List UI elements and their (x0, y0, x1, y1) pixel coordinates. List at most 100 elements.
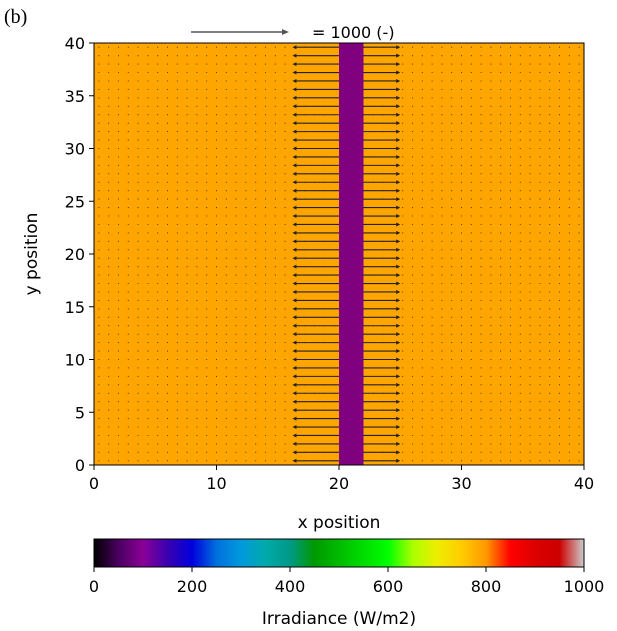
quiver-dot (549, 443, 551, 445)
quiver-dot (451, 409, 453, 411)
quiver-dot (176, 418, 178, 420)
quiver-dot (568, 198, 570, 200)
quiver-dot (578, 333, 580, 335)
quiver-dot (186, 71, 188, 74)
quiver-dot (206, 147, 208, 150)
quiver-dot (519, 434, 521, 437)
quiver-dot (578, 443, 580, 445)
quiver-dot (206, 198, 208, 200)
quiver-dot (98, 164, 100, 166)
quiver-dot (460, 426, 463, 428)
quiver-dot (225, 375, 227, 377)
quiver-dot (568, 173, 570, 175)
quiver-dot (98, 55, 100, 57)
quiver-dot (558, 460, 561, 462)
quiver-dot (108, 384, 110, 386)
quiver-dot (108, 409, 110, 411)
quiver-dot (509, 434, 512, 437)
quiver-dot (529, 105, 531, 107)
quiver-dot (441, 80, 443, 82)
quiver-dot (460, 443, 463, 445)
quiver-dot (98, 409, 100, 411)
quiver-dot (215, 249, 218, 251)
quiver-dot (235, 418, 237, 420)
quiver-dot (225, 333, 227, 335)
quiver-dot (519, 316, 521, 318)
quiver-dot (500, 367, 502, 369)
quiver-dot (98, 434, 100, 437)
quiver-dot (402, 257, 404, 259)
quiver-dot (235, 97, 237, 99)
quiver-dot (166, 299, 169, 301)
quiver-dot (206, 257, 208, 259)
quiver-dot (539, 173, 541, 175)
quiver-dot (480, 299, 482, 301)
quiver-dot (509, 333, 512, 335)
quiver-dot (166, 384, 169, 386)
quiver-dot (255, 114, 257, 116)
quiver-dot (549, 207, 551, 209)
x-axis-label: x position (298, 513, 381, 533)
quiver-dot (509, 249, 512, 251)
quiver-dot (460, 392, 463, 394)
quiver-dot (255, 232, 257, 234)
quiver-dot (147, 139, 149, 141)
quiver-dot (274, 223, 276, 226)
quiver-dot (460, 232, 463, 234)
quiver-dot (98, 232, 100, 234)
quiver-dot (490, 71, 492, 74)
quiver-dot (490, 409, 492, 411)
quiver-dot (206, 418, 208, 420)
quiver-dot (157, 291, 159, 293)
quiver-dot (225, 147, 227, 150)
quiver-dot (460, 257, 463, 259)
quiver-dot (215, 46, 218, 48)
quiver-arrowhead (396, 289, 401, 294)
quiver-arrowhead (292, 408, 297, 413)
quiver-dot (411, 434, 414, 437)
quiver-dot (245, 97, 247, 99)
quiver-dot (578, 63, 580, 65)
quiver-dot (558, 223, 561, 226)
quiver-dot (480, 105, 482, 107)
quiver-dot (147, 401, 149, 403)
quiver-arrowhead (396, 374, 401, 379)
quiver-dot (235, 173, 237, 175)
quiver-dot (421, 426, 423, 428)
quiver-dot (137, 97, 139, 99)
quiver-dot (166, 240, 169, 242)
quiver-dot (127, 80, 129, 82)
quiver-dot (166, 409, 169, 411)
quiver-dot (343, 367, 345, 369)
quiver-dot (539, 131, 541, 133)
quiver-dot (157, 257, 159, 259)
quiver-dot (578, 122, 580, 124)
quiver-dot (421, 434, 423, 437)
quiver-dot (451, 232, 453, 234)
quiver-dot (568, 282, 570, 285)
quiver-dot (460, 105, 463, 107)
quiver-dot (441, 147, 443, 150)
quiver-dot (196, 443, 198, 445)
quiver-arrowhead (292, 45, 297, 50)
quiver-dot (441, 342, 443, 344)
quiver-dot (166, 282, 169, 285)
quiver-dot (460, 451, 463, 453)
quiver-dot (166, 181, 169, 183)
quiver-dot (117, 257, 120, 259)
quiver-dot (451, 342, 453, 344)
quiver-dot (480, 451, 482, 453)
quiver-dot (509, 308, 512, 310)
quiver-dot (441, 223, 443, 226)
quiver-dot (480, 97, 482, 99)
quiver-dot (117, 409, 120, 411)
quiver-dot (166, 114, 169, 116)
quiver-dot (519, 147, 521, 150)
quiver-dot (519, 299, 521, 301)
quiver-dot (529, 350, 531, 352)
quiver-dot (343, 164, 345, 166)
quiver-dot (274, 207, 276, 209)
quiver-dot (215, 257, 218, 259)
quiver-dot (157, 114, 159, 116)
quiver-arrowhead (292, 70, 297, 75)
